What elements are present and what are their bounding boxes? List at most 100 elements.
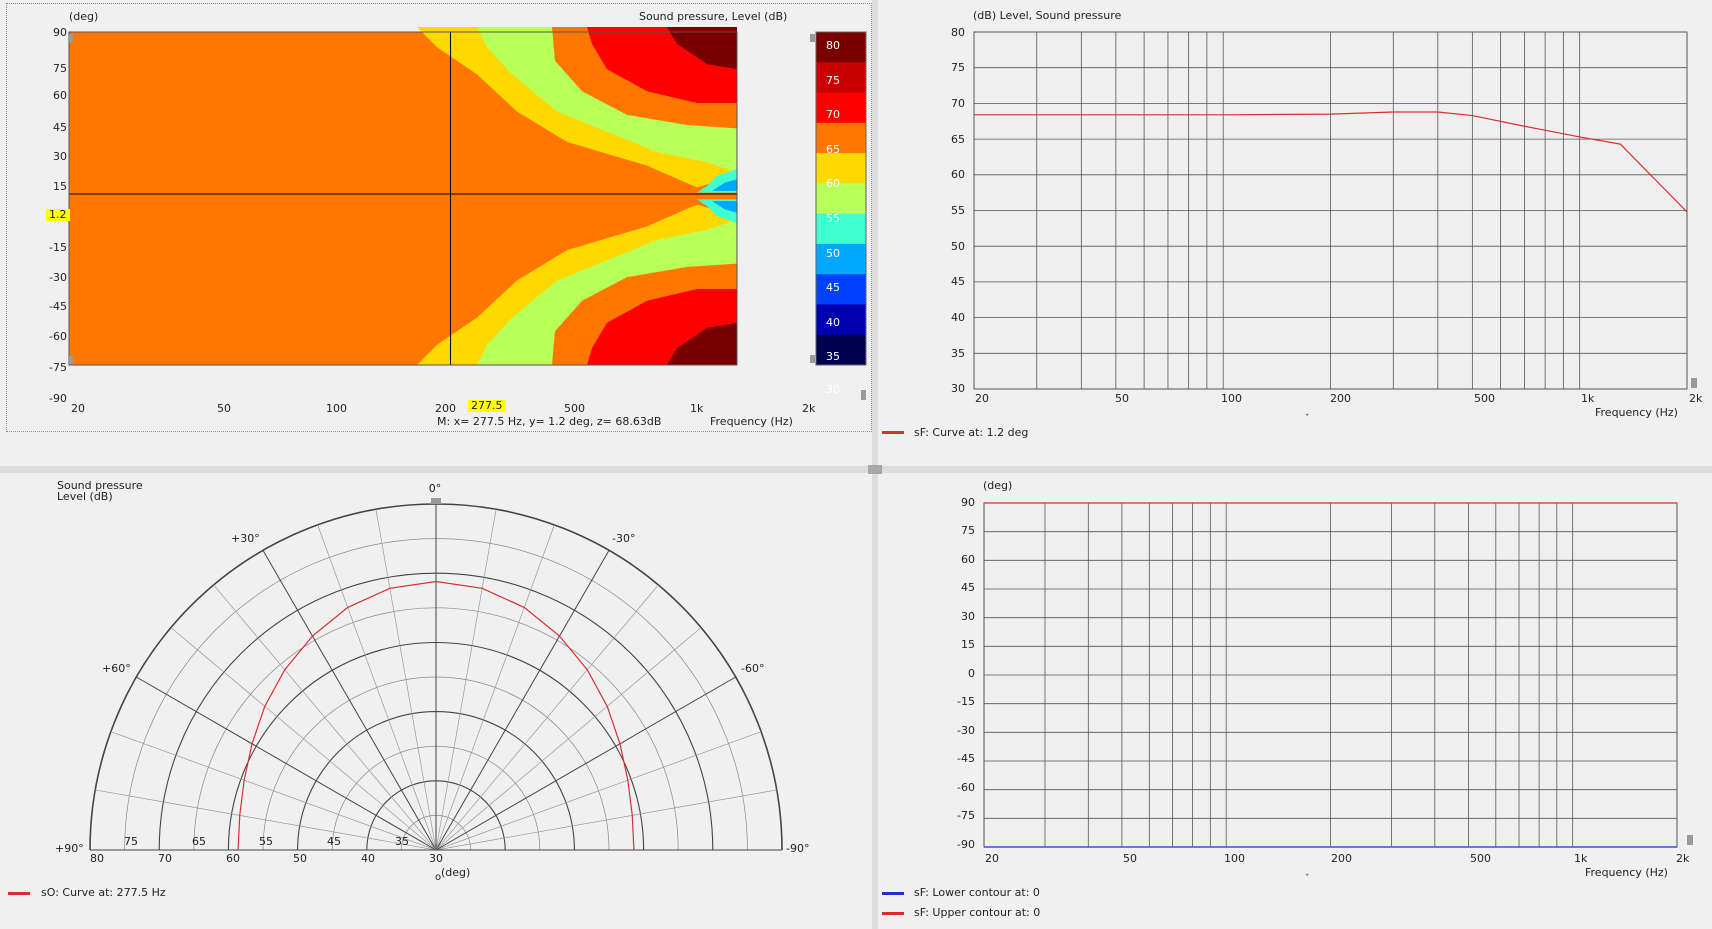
axis-handle	[1687, 835, 1693, 845]
freq-x-tick: 1k	[1581, 392, 1595, 405]
polar-spoke	[435, 509, 497, 851]
freq-y-tick: 70	[951, 97, 965, 110]
heatmap-y-tick: 90	[53, 26, 67, 39]
polar-header-line2: Level (dB)	[57, 490, 113, 503]
vertical-splitter[interactable]	[872, 0, 878, 929]
colorbar-tick: 80	[826, 39, 840, 52]
contour-y-tick: -45	[957, 752, 975, 765]
contour-y-tick: 30	[961, 610, 975, 623]
heatmap-zone-blue-lower	[712, 201, 737, 213]
polar-radial-label: 65	[192, 835, 206, 848]
polar-axis-unit: (deg)	[441, 866, 471, 879]
contour-y-header: (deg)	[983, 479, 1013, 492]
colorbar-tick: 75	[826, 74, 840, 87]
contour-panel[interactable]: (deg) 90 75 60 45 30 15 0 -15 -30 -45 -6…	[880, 473, 1712, 929]
contour-legend-lower[interactable]: sF: Lower contour at: 0	[914, 886, 1040, 899]
contour-plot[interactable]	[880, 473, 1712, 929]
horizontal-splitter[interactable]	[0, 466, 1712, 473]
heatmap-x-tick: 100	[326, 402, 347, 415]
freq-x-tick: 2k	[1689, 392, 1703, 405]
heatmap-y-tick: -15	[49, 241, 67, 254]
heatmap-readout: M: x= 277.5 Hz, y= 1.2 deg, z= 68.63dB	[437, 415, 662, 428]
heatmap-panel[interactable]: (deg) Sound pressure, Level (dB) 90 75 6…	[6, 3, 872, 432]
colorbar-band	[816, 92, 866, 124]
heatmap-plot[interactable]	[7, 4, 871, 431]
contour-y-tick: -90	[957, 838, 975, 851]
contour-y-tick: 15	[961, 638, 975, 651]
freq-x-tick: 200	[1330, 392, 1351, 405]
polar-header-line1: Sound pressure	[57, 479, 143, 492]
colorbar-handle	[810, 355, 815, 363]
heatmap-zone-blue-upper	[712, 179, 737, 191]
polar-spoke	[435, 550, 610, 851]
heatmap-y-tick: 60	[53, 89, 67, 102]
freq-y-tick: 75	[951, 61, 965, 74]
freq-legend-swatch	[882, 431, 904, 434]
colorbar-frame	[815, 31, 867, 366]
polar-angle-label: 0°	[428, 482, 442, 495]
contour-legend-lower-swatch	[882, 892, 904, 895]
contour-x-tick: 200	[1331, 852, 1352, 865]
heatmap-frame	[68, 31, 738, 366]
freq-x-tick: 20	[975, 392, 989, 405]
freq-y-tick: 65	[951, 133, 965, 146]
polar-angle-label: +30°	[231, 532, 260, 545]
heatmap-y-tick: 45	[53, 121, 67, 134]
polar-spoke	[435, 789, 777, 851]
freq-y-tick: 55	[951, 204, 965, 217]
heatmap-x-tick: 200	[435, 402, 456, 415]
colorbar-band	[816, 213, 866, 245]
polar-spoke	[375, 509, 437, 851]
freq-response-plot[interactable]	[880, 0, 1712, 466]
heatmap-title: Sound pressure, Level (dB)	[639, 10, 788, 23]
heatmap-x-tick: 2k	[802, 402, 816, 415]
polar-spoke	[262, 550, 437, 851]
colorbar-tick: 70	[826, 108, 840, 121]
colorbar-band	[816, 122, 866, 154]
freq-y-tick: 40	[951, 311, 965, 324]
colorbar-tick: 50	[826, 247, 840, 260]
heatmap-cursor-angle: 1.2	[46, 209, 70, 221]
colorbar-tick: 40	[826, 316, 840, 329]
polar-spoke	[435, 584, 659, 851]
colorbar-band	[816, 274, 866, 305]
colorbar-band	[816, 334, 866, 366]
polar-panel[interactable]: Sound pressure Level (dB) 0° +30° -30° +…	[0, 473, 872, 929]
polar-radial-tick: 30	[429, 852, 443, 865]
polar-radial-tick: 70	[158, 852, 172, 865]
axis-handle	[1691, 378, 1697, 388]
freq-y-header: (dB) Level, Sound pressure	[973, 9, 1122, 22]
colorbar-band	[816, 183, 866, 215]
freq-response-panel[interactable]: (dB) Level, Sound pressure 80 75 70 65 6…	[880, 0, 1712, 466]
freq-y-tick: 30	[951, 382, 965, 395]
polar-legend[interactable]: sO: Curve at: 277.5 Hz	[41, 886, 166, 899]
contour-legend-upper[interactable]: sF: Upper contour at: 0	[914, 906, 1041, 919]
polar-series-line	[237, 580, 635, 851]
polar-spoke	[435, 676, 736, 851]
colorbar-band	[816, 62, 866, 94]
heatmap-y-unit: (deg)	[69, 10, 99, 23]
polar-spoke	[317, 524, 437, 851]
polar-spoke	[435, 731, 762, 851]
freq-legend[interactable]: sF: Curve at: 1.2 deg	[914, 426, 1029, 439]
contour-legend-upper-swatch	[882, 912, 904, 915]
axis-handle	[68, 356, 73, 364]
polar-plot[interactable]	[0, 473, 872, 929]
heatmap-y-tick: -90	[49, 392, 67, 405]
heatmap-x-tick: 20	[71, 402, 85, 415]
heatmap-zone-darkred-lower	[667, 322, 737, 365]
splitter-grip[interactable]	[868, 465, 882, 474]
freq-y-tick: 50	[951, 240, 965, 253]
colorbar-band	[816, 153, 866, 184]
contour-sort-mark: ˇ	[1305, 874, 1310, 884]
polar-spoke	[110, 731, 437, 851]
colorbar-tick: 30	[826, 383, 840, 396]
contour-y-tick: 75	[961, 524, 975, 537]
polar-radial-label: 75	[124, 835, 138, 848]
colorbar-band	[816, 243, 866, 275]
heatmap-y-tick: -75	[49, 361, 67, 374]
freq-sort-mark: ˇ	[1305, 414, 1310, 424]
polar-radial-label: 45	[327, 835, 341, 848]
colorbar-tick: 55	[826, 212, 840, 225]
colorbar-tick: 45	[826, 281, 840, 294]
